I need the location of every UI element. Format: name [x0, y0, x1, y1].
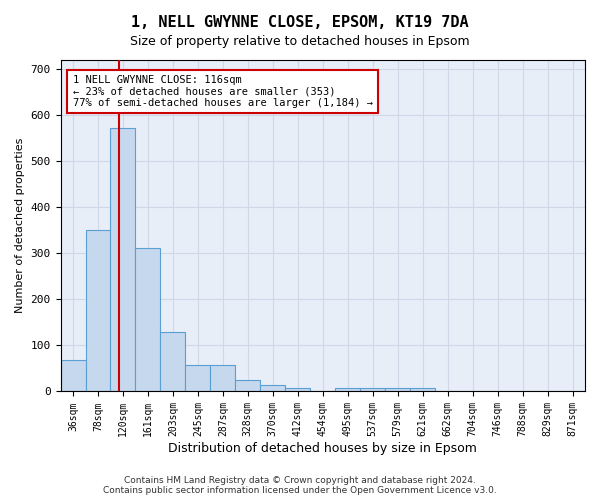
- Bar: [185, 365, 211, 392]
- Bar: [410, 388, 435, 392]
- Bar: [61, 360, 86, 392]
- Text: 1 NELL GWYNNE CLOSE: 116sqm
← 23% of detached houses are smaller (353)
77% of se: 1 NELL GWYNNE CLOSE: 116sqm ← 23% of det…: [73, 74, 373, 108]
- Y-axis label: Number of detached properties: Number of detached properties: [15, 138, 25, 314]
- Bar: [86, 230, 110, 392]
- Text: Contains HM Land Registry data © Crown copyright and database right 2024.
Contai: Contains HM Land Registry data © Crown c…: [103, 476, 497, 495]
- Bar: [385, 388, 410, 392]
- Bar: [360, 388, 385, 392]
- Bar: [335, 388, 360, 392]
- X-axis label: Distribution of detached houses by size in Epsom: Distribution of detached houses by size …: [169, 442, 477, 455]
- Bar: [110, 128, 136, 392]
- Bar: [286, 388, 310, 392]
- Bar: [260, 386, 286, 392]
- Text: Size of property relative to detached houses in Epsom: Size of property relative to detached ho…: [130, 35, 470, 48]
- Text: 1, NELL GWYNNE CLOSE, EPSOM, KT19 7DA: 1, NELL GWYNNE CLOSE, EPSOM, KT19 7DA: [131, 15, 469, 30]
- Bar: [235, 380, 260, 392]
- Bar: [160, 332, 185, 392]
- Bar: [136, 248, 160, 392]
- Bar: [211, 365, 235, 392]
